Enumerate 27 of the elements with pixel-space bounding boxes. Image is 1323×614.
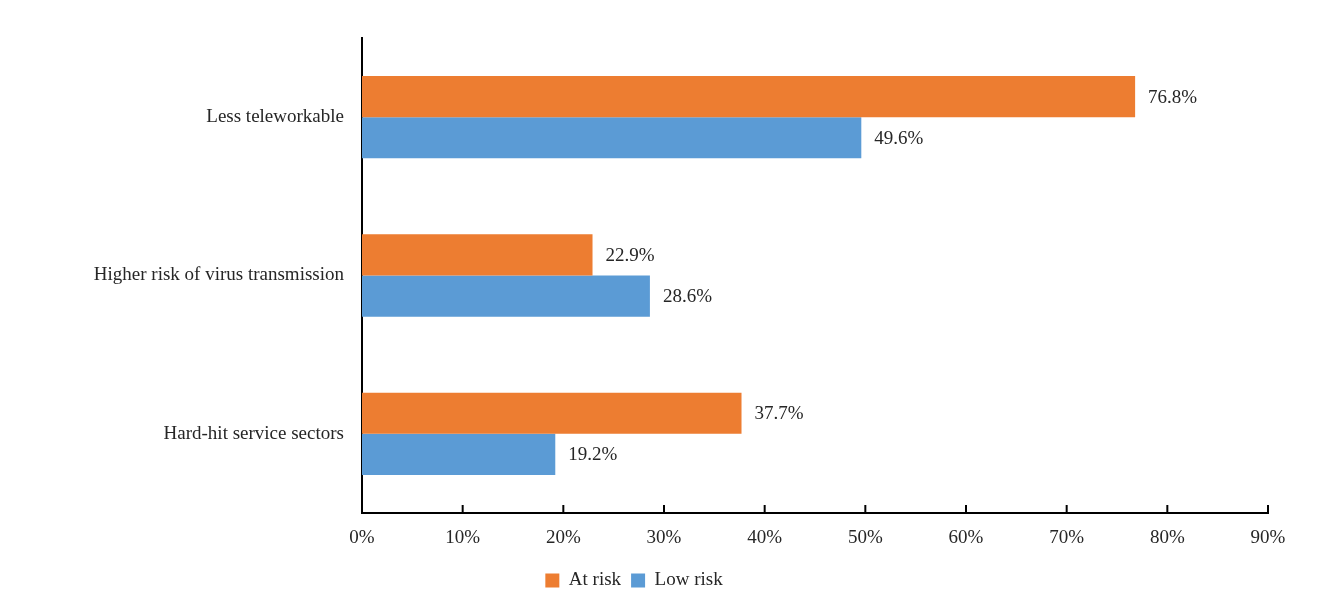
y-tick-label: Less teleworkable bbox=[206, 105, 344, 127]
x-tick-label: 90% bbox=[1250, 526, 1286, 548]
data-label: 76.8% bbox=[1148, 85, 1198, 107]
bar bbox=[362, 392, 742, 434]
bar bbox=[362, 76, 1136, 118]
bar bbox=[362, 117, 862, 159]
data-label: 22.9% bbox=[605, 243, 655, 265]
legend-label: Low risk bbox=[654, 568, 724, 590]
data-label: 28.6% bbox=[662, 285, 713, 307]
legend-label: At risk bbox=[568, 568, 622, 590]
bar bbox=[362, 433, 556, 475]
y-tick-label: Hard-hit service sectors bbox=[163, 421, 344, 443]
bar bbox=[362, 275, 650, 317]
x-tick-label: 0% bbox=[349, 526, 375, 548]
x-tick-label: 50% bbox=[847, 526, 883, 548]
x-tick-label: 60% bbox=[948, 526, 984, 548]
data-label: 49.6% bbox=[874, 126, 924, 148]
data-label: 37.7% bbox=[754, 402, 804, 424]
x-tick-label: 10% bbox=[445, 526, 481, 548]
x-tick-label: 30% bbox=[646, 526, 682, 548]
y-tick-label: Higher risk of virus transmission bbox=[93, 263, 345, 285]
x-tick-label: 70% bbox=[1049, 526, 1085, 548]
x-tick-label: 20% bbox=[545, 526, 581, 548]
data-label: 19.2% bbox=[568, 443, 618, 465]
bar bbox=[362, 234, 593, 276]
x-tick-label: 80% bbox=[1149, 526, 1185, 548]
x-tick-label: 40% bbox=[747, 526, 783, 548]
